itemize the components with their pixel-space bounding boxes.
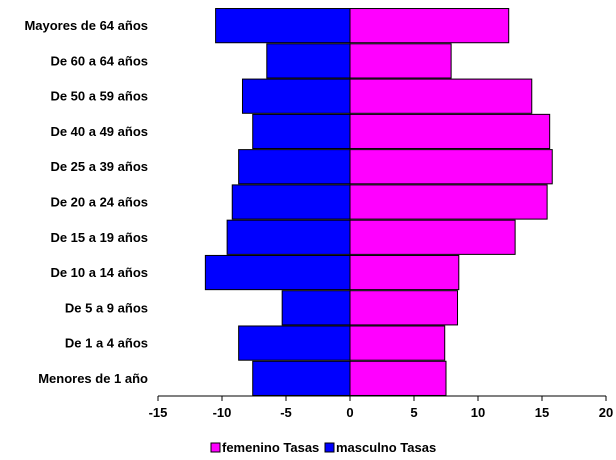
x-tick-label: -10 — [213, 405, 232, 420]
legend-label: femenino Tasas — [222, 440, 319, 455]
x-tick-label: 20 — [599, 405, 613, 420]
bar-masculino — [215, 8, 351, 44]
bar-masculino — [252, 360, 351, 396]
x-tick-label: 0 — [346, 405, 353, 420]
category-label: Mayores de 64 años — [24, 18, 148, 33]
legend-swatch — [324, 442, 335, 453]
bar-masculino — [204, 254, 351, 291]
bar-masculino — [266, 43, 351, 79]
bar-masculino — [281, 290, 351, 326]
x-tick-label: 10 — [471, 405, 485, 420]
bar-masculino — [226, 219, 351, 255]
x-tick-label: 15 — [535, 405, 549, 420]
legend-swatch — [210, 442, 221, 453]
x-tick-label: 5 — [410, 405, 417, 420]
category-label: De 5 a 9 años — [65, 300, 148, 315]
bar-femenino — [349, 219, 516, 255]
category-label: De 40 a 49 años — [50, 124, 148, 139]
bar-masculino — [252, 113, 351, 150]
category-label: De 15 a 19 años — [50, 230, 148, 245]
x-tick-label: -15 — [149, 405, 168, 420]
bar-femenino — [349, 290, 459, 326]
category-label: De 20 a 24 años — [50, 195, 148, 210]
bar-femenino — [349, 360, 447, 396]
bar-femenino — [349, 325, 446, 361]
category-label: De 1 a 4 años — [65, 336, 148, 351]
bar-femenino — [349, 78, 533, 114]
bars — [204, 8, 553, 396]
category-label: De 25 a 39 años — [50, 159, 148, 174]
legend-label: masculno Tasas — [336, 440, 436, 455]
bar-masculino — [238, 325, 351, 361]
category-label: De 50 a 59 años — [50, 89, 148, 104]
x-axis: -15 -10 -5 0 5 10 15 20 — [149, 395, 613, 420]
category-label: Menores de 1 año — [38, 371, 148, 386]
bar-femenino — [349, 113, 551, 150]
bar-femenino — [349, 149, 553, 185]
category-label: De 10 a 14 años — [50, 265, 148, 280]
bar-masculino — [238, 149, 351, 185]
x-tick-label: -5 — [280, 405, 292, 420]
bar-femenino — [349, 8, 510, 44]
category-labels: Mayores de 64 años De 60 a 64 años De 50 a… — [24, 18, 148, 386]
bar-masculino — [241, 78, 351, 114]
bar-femenino — [349, 184, 548, 220]
category-label: De 60 a 64 años — [50, 53, 148, 68]
bar-femenino — [349, 43, 452, 79]
bar-masculino — [231, 184, 351, 220]
bar-femenino — [349, 254, 460, 291]
legend: femenino Tasas masculno Tasas — [210, 440, 436, 455]
